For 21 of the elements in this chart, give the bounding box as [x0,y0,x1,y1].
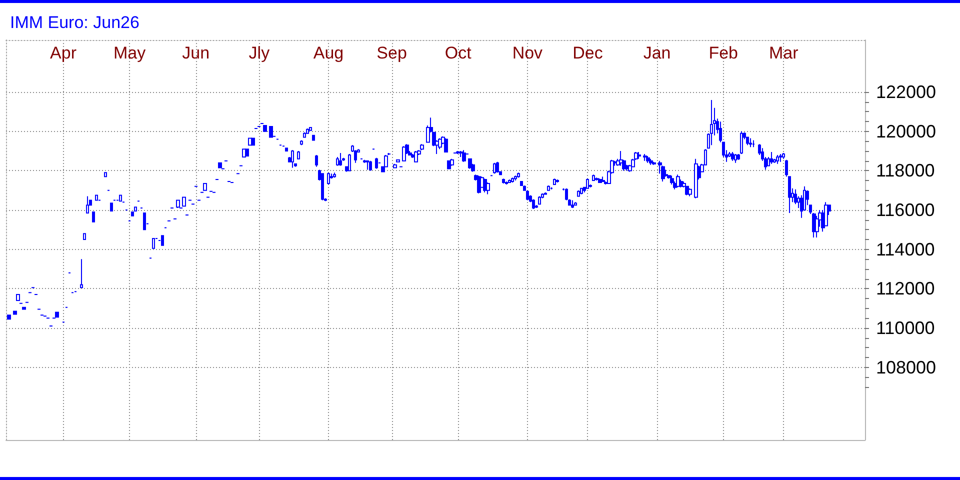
y-tick-label: 110000 [876,318,935,338]
x-tick-label: Nov [512,44,544,62]
x-tick-label: Jun [182,44,210,62]
y-tick-label: 118000 [876,160,935,181]
chart-title: IMM Euro: Jun26 [10,13,140,32]
y-tick-label: 114000 [876,239,935,260]
y-tick-label: 112000 [876,278,935,299]
x-tick-label: Feb [708,44,738,62]
x-tick-label: Dec [572,44,604,62]
y-tick-label: 122000 [876,82,936,102]
x-tick-label: Jly [248,44,270,62]
x-tick-label: Apr [50,44,77,62]
x-tick-label: Aug [313,44,344,62]
x-tick-label: Sep [376,44,407,62]
y-tick-label: 108000 [876,357,936,378]
x-tick-label: May [114,44,146,62]
x-tick-label: Oct [444,44,472,62]
y-tick-label: 120000 [876,121,936,142]
y-tick-label: 116000 [876,200,935,220]
x-tick-label: Jan [643,44,671,62]
x-tick-label: Mar [768,44,799,62]
